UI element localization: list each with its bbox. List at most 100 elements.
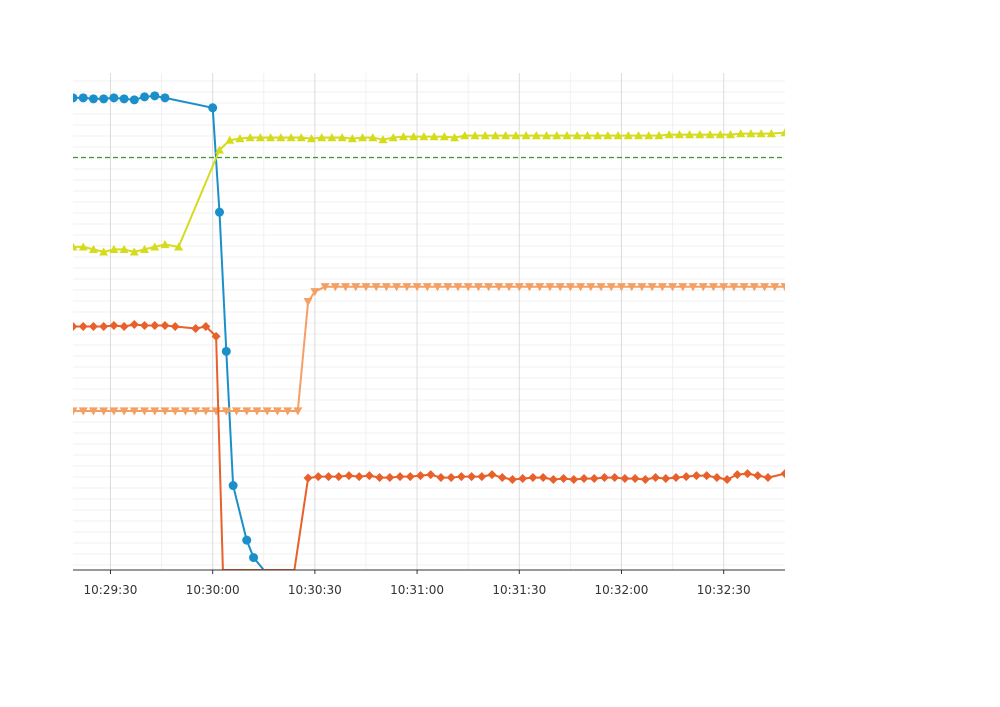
data-point bbox=[140, 92, 150, 102]
data-point bbox=[371, 283, 381, 292]
data-point bbox=[140, 320, 150, 330]
data-point bbox=[616, 283, 626, 292]
data-point bbox=[429, 132, 439, 141]
data-point bbox=[368, 133, 378, 142]
data-point bbox=[535, 283, 545, 292]
data-point bbox=[664, 130, 674, 139]
data-point bbox=[88, 244, 98, 254]
data-point bbox=[174, 242, 184, 251]
data-point bbox=[630, 474, 640, 484]
data-point bbox=[341, 283, 351, 292]
data-point bbox=[320, 283, 330, 292]
data-point bbox=[286, 133, 296, 142]
data-point bbox=[678, 283, 688, 292]
x-tick-label: 10:30:30 bbox=[288, 583, 342, 597]
data-point bbox=[388, 133, 398, 142]
data-point bbox=[702, 471, 712, 481]
data-point bbox=[150, 320, 160, 330]
data-point bbox=[381, 283, 391, 292]
data-point bbox=[73, 407, 78, 416]
data-point bbox=[73, 242, 78, 251]
data-point bbox=[511, 131, 521, 140]
data-point bbox=[743, 469, 753, 479]
data-point bbox=[150, 407, 160, 416]
data-point bbox=[542, 131, 552, 140]
data-point bbox=[439, 132, 449, 141]
data-point bbox=[674, 130, 684, 139]
data-point bbox=[708, 283, 718, 292]
data-point bbox=[453, 283, 463, 292]
data-point bbox=[109, 93, 119, 103]
data-point bbox=[586, 283, 596, 292]
data-point bbox=[221, 346, 231, 356]
data-point bbox=[623, 131, 633, 140]
data-point bbox=[668, 283, 678, 292]
data-point bbox=[518, 474, 528, 484]
data-point bbox=[749, 283, 759, 292]
data-point bbox=[593, 131, 603, 140]
data-point bbox=[160, 320, 170, 330]
data-point bbox=[354, 472, 364, 482]
data-point bbox=[170, 407, 180, 416]
data-point bbox=[303, 298, 313, 307]
data-point bbox=[463, 283, 473, 292]
data-point bbox=[119, 407, 129, 416]
data-point bbox=[201, 321, 211, 331]
data-point bbox=[119, 244, 129, 254]
data-point bbox=[637, 283, 647, 292]
x-axis: 10:29:30 10:30:00 10:30:30 10:31:00 10:31:30… bbox=[84, 570, 751, 597]
series-1 bbox=[73, 128, 785, 256]
data-point bbox=[770, 283, 780, 292]
x-tick-label: 10:32:00 bbox=[595, 583, 649, 597]
data-point bbox=[235, 134, 245, 143]
data-point bbox=[221, 407, 231, 416]
data-point bbox=[736, 129, 746, 138]
data-point bbox=[521, 131, 531, 140]
data-point bbox=[140, 407, 150, 416]
data-point bbox=[443, 283, 453, 292]
data-point bbox=[698, 283, 708, 292]
data-point bbox=[695, 130, 705, 139]
data-point bbox=[477, 472, 487, 482]
data-point bbox=[266, 133, 276, 142]
data-point bbox=[337, 133, 347, 142]
data-point bbox=[494, 283, 504, 292]
data-point bbox=[283, 407, 293, 416]
data-point bbox=[160, 239, 170, 249]
data-point bbox=[719, 283, 729, 292]
data-point bbox=[426, 470, 436, 480]
data-point bbox=[572, 131, 582, 140]
data-point bbox=[252, 407, 262, 416]
data-point bbox=[640, 475, 650, 485]
data-point bbox=[487, 470, 497, 480]
data-point bbox=[538, 473, 548, 483]
data-point bbox=[456, 472, 466, 482]
data-point bbox=[150, 242, 160, 251]
data-point bbox=[140, 244, 150, 254]
data-point bbox=[552, 131, 562, 140]
data-point bbox=[531, 131, 541, 140]
data-point bbox=[129, 407, 139, 416]
data-point bbox=[392, 283, 402, 292]
data-point bbox=[555, 283, 565, 292]
data-point bbox=[490, 131, 500, 140]
data-point bbox=[596, 283, 606, 292]
data-point bbox=[272, 407, 282, 416]
data-point bbox=[378, 135, 388, 144]
data-point bbox=[109, 320, 119, 330]
data-point bbox=[402, 283, 412, 292]
data-point bbox=[681, 472, 691, 482]
data-point bbox=[470, 131, 480, 140]
data-point bbox=[293, 407, 303, 416]
data-point bbox=[627, 283, 637, 292]
data-point bbox=[559, 474, 569, 484]
data-point bbox=[647, 283, 657, 292]
series-layer bbox=[73, 91, 785, 570]
data-point bbox=[671, 473, 681, 483]
data-point bbox=[484, 283, 494, 292]
data-point bbox=[685, 130, 695, 139]
data-point bbox=[109, 244, 119, 254]
data-point bbox=[422, 283, 432, 292]
data-point bbox=[306, 134, 316, 143]
data-point bbox=[228, 481, 238, 491]
